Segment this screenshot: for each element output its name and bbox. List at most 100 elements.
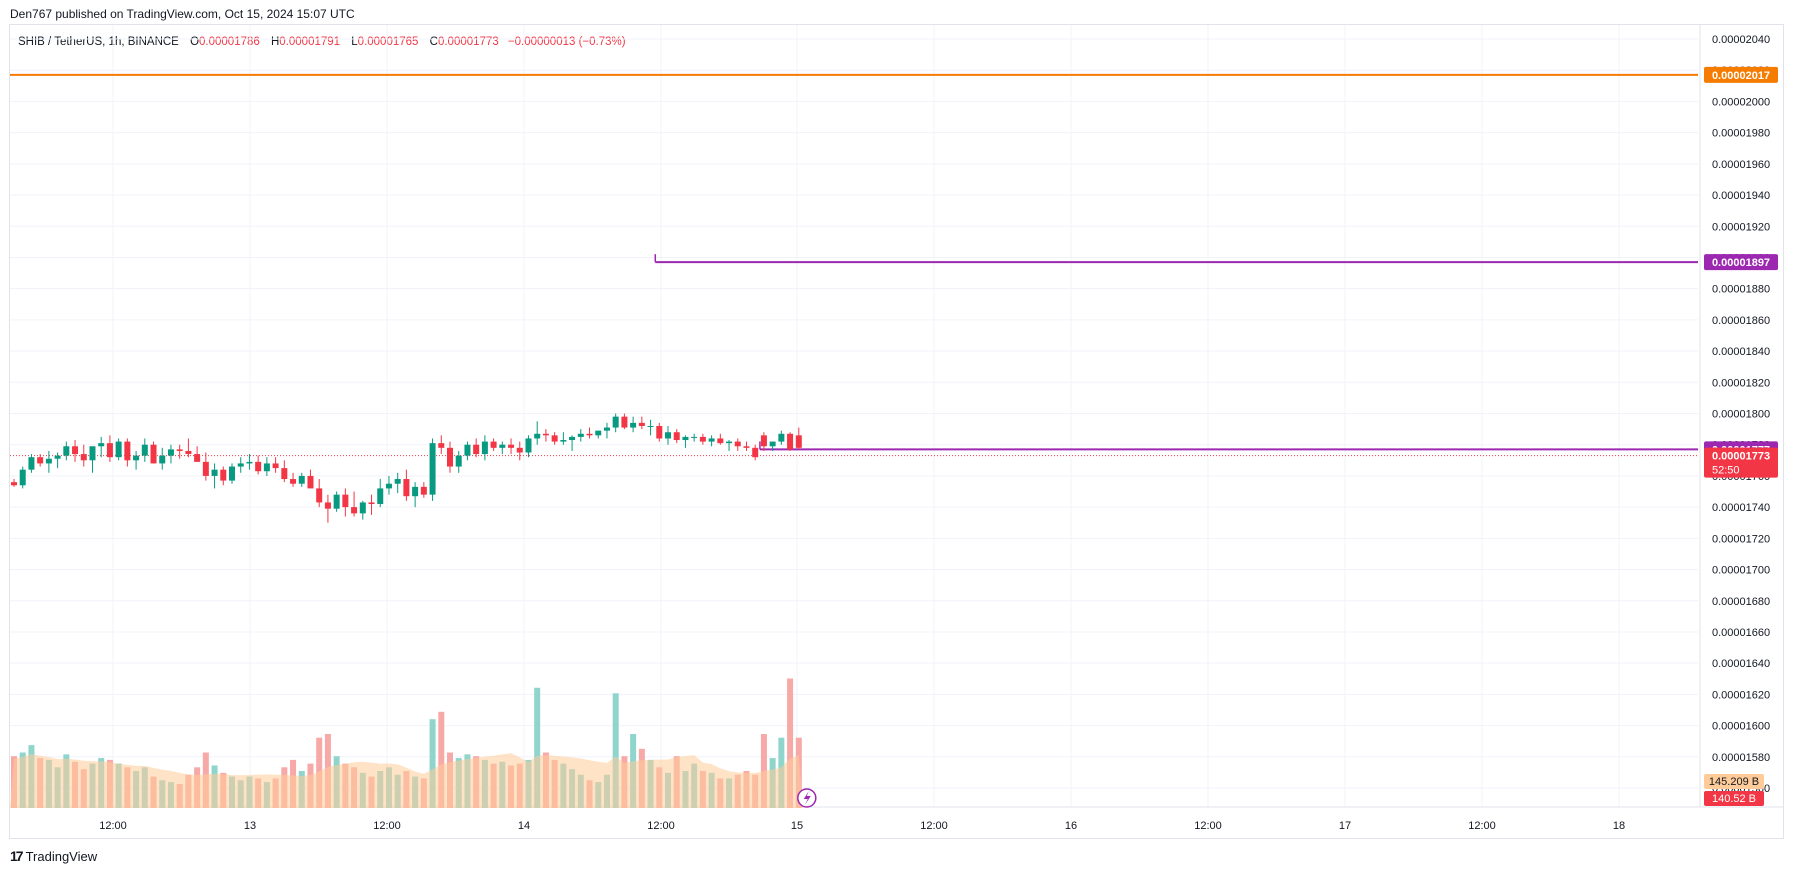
time-tick-label: 12:00 [920,820,948,832]
volume-bar [612,693,619,808]
time-tick-label: 12:00 [99,820,127,832]
close-label: C [429,36,438,48]
candle-body [429,443,436,495]
candle-body [255,461,262,472]
candle-body [577,433,584,437]
candle-body [359,502,366,514]
time-tick-label: 12:00 [373,820,401,832]
last-price-label: 0.00001773 [1712,451,1770,463]
candle-body [795,435,802,448]
time-tick-label: 16 [1065,820,1077,832]
candle-body [630,422,637,428]
candle-body [202,461,209,476]
candle-body [569,436,576,441]
time-tick-label: 13 [244,820,256,832]
price-tick-label: 0.00001680 [1712,596,1770,608]
price-tick-label: 0.00001800 [1712,409,1770,421]
candle-body [438,443,445,448]
candle-body [28,457,35,470]
candle-body [80,454,87,461]
candle-body [211,469,218,476]
price-tick-label: 0.00001640 [1712,658,1770,670]
candle-body [473,444,480,455]
price-tick-label: 0.00001700 [1712,565,1770,577]
candle-body [45,458,52,464]
low-label: L [351,36,358,48]
candle-body [298,475,305,484]
candle-body [551,435,558,442]
candle-body [420,486,427,495]
price-tick-label: 0.00001920 [1712,221,1770,233]
candle-body [560,440,567,442]
price-tick-label: 0.00001600 [1712,721,1770,733]
candle-body [63,446,70,456]
time-tick-label: 18 [1613,820,1625,832]
candle-body [159,455,166,464]
level-price-label: 0.00002017 [1712,70,1770,82]
candle-body [272,463,279,469]
candle-body [508,444,515,448]
candle-body [281,468,288,480]
candle-body [342,494,349,508]
candle-body [769,441,776,447]
candle-body [490,441,497,448]
candle-body [385,483,392,489]
time-tick-label: 12:00 [647,820,675,832]
candle-body [499,444,506,448]
candle-body [246,461,253,464]
high-label: H [270,36,280,48]
candle-body [665,432,671,439]
time-tick-label: 12:00 [1468,820,1496,832]
last-price-label-bg [1704,447,1778,478]
candle-body [72,446,79,455]
candle-body [464,444,471,456]
candle-body [673,432,680,441]
candle-body [734,441,741,447]
candle-body [743,446,750,448]
time-tick-label: 14 [518,820,530,832]
price-tick-label: 0.00001720 [1712,533,1770,545]
candle-body [150,444,157,464]
candle-body [89,446,96,461]
candle-body [534,433,541,439]
volume-bar [429,719,436,808]
lightning-glyph-icon [803,791,811,805]
volume-bar [438,711,445,808]
candle-body [11,482,17,486]
time-tick-label: 12:00 [1194,820,1222,832]
price-tick-label: 0.00001980 [1712,128,1770,140]
candle-body [787,433,794,450]
candle-body [263,463,270,472]
candle-body [19,469,26,486]
candle-body [612,416,619,428]
price-tick-label: 0.00001660 [1712,627,1770,639]
volume-label: 145.209 B [1709,776,1759,788]
price-tick-label: 0.00002000 [1712,96,1770,108]
price-tick-label: 0.00001840 [1712,346,1770,358]
candle-body [752,447,759,458]
candle-body [691,436,698,438]
candle-body [516,447,523,453]
candle-body [106,443,113,458]
candle-body [656,425,663,439]
chart-frame [9,24,1784,839]
candle-body [726,441,733,444]
candle-body [542,433,549,436]
candle-body [447,447,453,467]
candle-body [377,488,384,505]
footer-brand[interactable]: 17 TradingView [10,848,97,864]
candle-body [647,425,654,427]
candle-body [333,494,340,509]
volume-ma-label: 140.52 B [1712,793,1756,805]
countdown-label: 52:50 [1712,465,1740,477]
candle-body [586,433,593,436]
price-tick-label: 0.00001620 [1712,689,1770,701]
price-tick-label: 0.00001740 [1712,502,1770,514]
time-tick-label: 15 [791,820,803,832]
price-tick-label: 0.00001960 [1712,159,1770,171]
publish-line: Den767 published on TradingView.com, Oct… [10,7,355,21]
price-tick-label: 0.00001580 [1712,752,1770,764]
candle-body [324,502,331,509]
volume-label-bg [1704,791,1764,806]
